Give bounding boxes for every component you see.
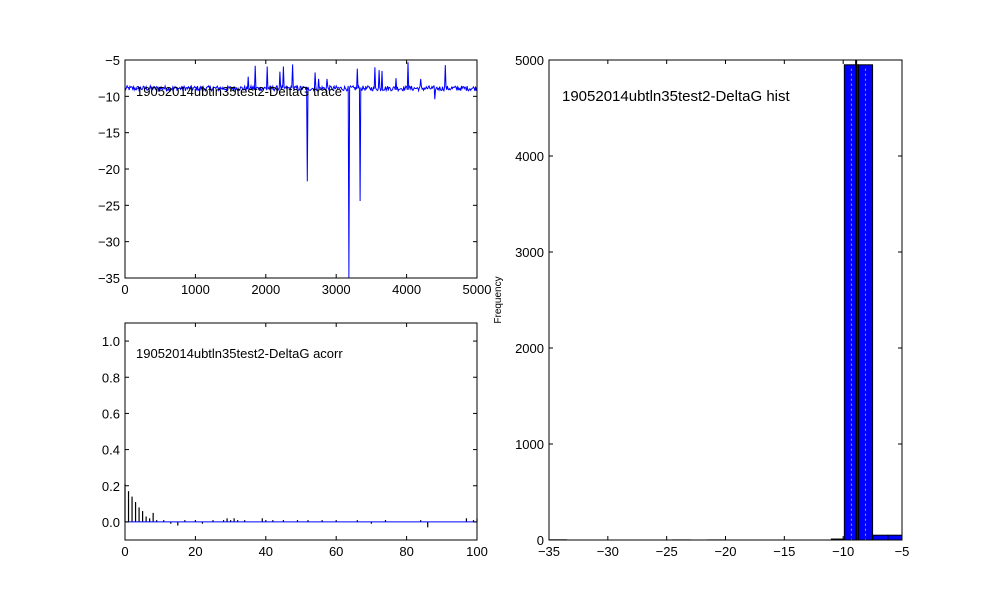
acorr-ytick-label: 0.2 [102,479,120,494]
acorr-ytick-label: 0.0 [102,515,120,530]
hist-ytick-label: 0 [537,533,544,548]
acorr-ytick-label: 0.6 [102,406,120,421]
hist-xtick-label: −35 [538,544,560,559]
trace-xtick-label: 0 [121,282,128,297]
hist-ylabel: Frequency [493,276,504,323]
hist-xtick-label: −30 [597,544,619,559]
hist-ytick-label: 2000 [515,341,544,356]
acorr-xtick-label: 60 [329,544,343,559]
trace-ytick-label: −5 [105,53,120,68]
trace-panel: 19052014ubtln35test2-DeltaG trace 0 1000 2… [98,53,492,297]
hist-xtick-label: −10 [832,544,854,559]
hist-bar [887,534,903,541]
hist-ytick-label: 4000 [515,149,544,164]
hist-panel: 19052014ubtln35test2-DeltaG hist Frequen… [493,53,909,559]
trace-ytick-label: −35 [98,271,120,286]
acorr-xtick-label: 40 [259,544,273,559]
acorr-xtick-label: 0 [121,544,128,559]
trace-xtick-label: 3000 [322,282,351,297]
acorr-xtick-label: 100 [466,544,488,559]
acorr-axes: 0 20 40 60 80 100 0.0 0.2 0.4 0.6 0.8 1.0 [102,322,488,559]
trace-ytick-label: −30 [98,235,120,250]
trace-plot-area [124,62,478,279]
hist-xtick-label: −5 [895,544,910,559]
acorr-title: 19052014ubtln35test2-DeltaG acorr [136,346,343,361]
trace-line [124,62,478,279]
acorr-xtick-label: 80 [399,544,413,559]
trace-ytick-label: −20 [98,162,120,177]
hist-xtick-label: −25 [656,544,678,559]
hist-ytick-label: 3000 [515,245,544,260]
trace-ytick-label: −15 [98,126,120,141]
hist-ytick-label: 1000 [515,437,544,452]
trace-axes: 0 1000 2000 3000 4000 5000 −35 −30 −25 −20 −15 −10 −… [98,53,492,297]
hist-xtick-label: −15 [773,544,795,559]
trace-xtick-label: 2000 [251,282,280,297]
acorr-ytick-label: 1.0 [102,334,120,349]
hist-bar [872,534,889,541]
hist-title: 19052014ubtln35test2-DeltaG hist [562,88,790,105]
hist-axes: −35 −30 −25 −20 −15 −10 −5 0 1000 2000 3000 4000 500… [515,53,909,559]
trace-xtick-label: 4000 [392,282,421,297]
acorr-frame [124,322,478,541]
hist-bar [857,64,874,541]
trace-xtick-label: 1000 [181,282,210,297]
trace-title: 19052014ubtln35test2-DeltaG trace [136,84,342,99]
trace-xtick-label: 5000 [463,282,492,297]
acorr-ytick-label: 0.8 [102,370,120,385]
acorr-ytick-label: 0.4 [102,443,120,458]
trace-ytick-label: −25 [98,198,120,213]
hist-xtick-label: −20 [714,544,736,559]
hist-ytick-label: 5000 [515,53,544,68]
trace-ytick-label: −10 [98,89,120,104]
acorr-panel: 19052014ubtln35test2-DeltaG acorr 0 20 40 6… [102,322,488,559]
acorr-xtick-label: 20 [188,544,202,559]
